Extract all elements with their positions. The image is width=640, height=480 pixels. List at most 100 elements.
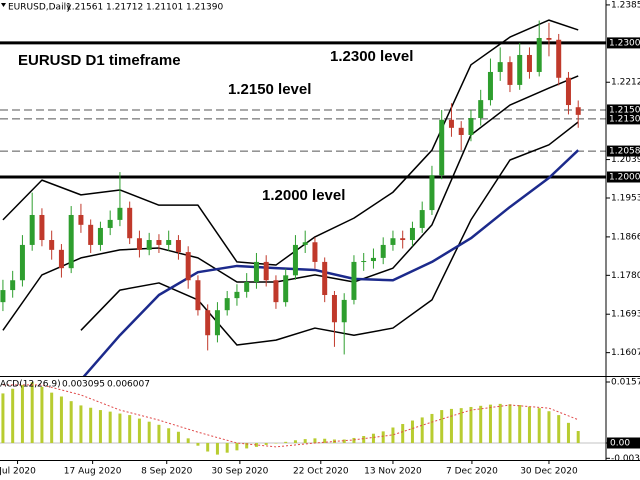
x-tick-label: 30 Dec 2020 bbox=[520, 467, 578, 477]
macd-bar bbox=[401, 424, 405, 443]
macd-bar bbox=[118, 413, 122, 443]
axes bbox=[0, 0, 640, 464]
macd-bar bbox=[362, 436, 366, 443]
candle-body bbox=[478, 100, 484, 118]
level-label-box bbox=[607, 104, 640, 116]
macd-bar bbox=[264, 442, 268, 445]
candle-body bbox=[29, 214, 35, 245]
candle-body bbox=[185, 252, 191, 281]
header-value: 1.21390 bbox=[186, 3, 223, 13]
level-label: 1.21500 bbox=[609, 105, 640, 115]
macd-bar bbox=[303, 439, 307, 443]
candle-body bbox=[97, 227, 103, 245]
level-label-box bbox=[607, 145, 640, 157]
y-tick-label-box bbox=[607, 437, 640, 449]
candle-body bbox=[575, 107, 581, 115]
candle-body bbox=[78, 214, 84, 225]
y-tick-label: 0.01575 bbox=[611, 377, 640, 387]
macd-bar bbox=[293, 440, 297, 443]
macd-bar bbox=[254, 442, 258, 447]
candle-body bbox=[468, 117, 474, 135]
macd-bar bbox=[284, 441, 288, 443]
macd-bar bbox=[11, 388, 15, 443]
macd-bar bbox=[79, 405, 83, 443]
candle-body bbox=[546, 37, 552, 40]
macd-bar bbox=[537, 408, 541, 443]
candle-body bbox=[458, 127, 464, 135]
macd-bar bbox=[137, 418, 141, 443]
x-tick-label: Jul 2020 bbox=[0, 467, 36, 477]
y-tick-label: 1.18660 bbox=[611, 232, 640, 242]
price-pane bbox=[0, 19, 606, 376]
candle-body bbox=[497, 62, 503, 72]
candle-body bbox=[0, 290, 6, 303]
candle-body bbox=[331, 294, 337, 323]
macd-bar bbox=[147, 421, 151, 443]
candle-body bbox=[283, 275, 289, 303]
macd-bar bbox=[167, 428, 171, 443]
macd-bar bbox=[459, 408, 463, 443]
candle-body bbox=[390, 238, 396, 245]
macd-bar bbox=[410, 420, 414, 443]
candle-body bbox=[214, 310, 220, 336]
chart-title: EURUSD,Daily bbox=[8, 3, 72, 13]
annotation: 1.2300 level bbox=[330, 48, 413, 65]
candle-body bbox=[166, 240, 172, 245]
candle-body bbox=[487, 71, 493, 101]
macd-bar bbox=[30, 382, 34, 443]
y-tick-label: 1.22120 bbox=[611, 78, 640, 88]
x-tick-label: 7 Dec 2020 bbox=[446, 467, 498, 477]
macd-bar bbox=[274, 442, 278, 444]
macd-bar bbox=[566, 422, 570, 443]
level-label-box bbox=[607, 171, 640, 183]
macd-bar bbox=[352, 437, 356, 443]
y-tick-label: 1.16930 bbox=[611, 310, 640, 320]
level-label: 1.20000 bbox=[609, 172, 640, 182]
y-tick-label: 0.00 bbox=[610, 438, 630, 448]
candle-body bbox=[224, 298, 230, 311]
macd-bar bbox=[430, 413, 434, 443]
header-value: 1.21712 bbox=[106, 3, 143, 13]
y-tick-label: -0.00395 bbox=[611, 454, 640, 464]
candle-body bbox=[156, 240, 162, 245]
macd-bar bbox=[557, 415, 561, 443]
candle-body bbox=[117, 207, 123, 220]
macd-bar bbox=[576, 431, 580, 443]
candle-body bbox=[361, 261, 367, 263]
candle-body bbox=[195, 280, 201, 311]
macd-bar bbox=[1, 393, 5, 443]
candle-body bbox=[556, 39, 562, 78]
x-tick-label: 17 Aug 2020 bbox=[64, 467, 122, 477]
candle-body bbox=[10, 280, 16, 291]
y-tick-label: 1.17800 bbox=[611, 271, 640, 281]
candle-body bbox=[136, 238, 142, 250]
candle-body bbox=[517, 54, 523, 85]
candle-body bbox=[565, 77, 571, 106]
candle-body bbox=[88, 224, 94, 245]
candle-body bbox=[507, 62, 513, 85]
macd-bar bbox=[225, 442, 229, 453]
candle-body bbox=[526, 54, 532, 72]
macd-bar bbox=[157, 424, 161, 443]
candle-body bbox=[429, 175, 435, 211]
candle-body bbox=[351, 261, 357, 300]
y-tick-label: 1.20390 bbox=[611, 155, 640, 165]
macd-bar bbox=[98, 410, 102, 443]
candle-body bbox=[448, 119, 454, 128]
candle-body bbox=[107, 219, 113, 228]
macd-bar bbox=[176, 431, 180, 443]
candle-body bbox=[302, 242, 308, 245]
macd-bar bbox=[186, 438, 190, 443]
macd-bar bbox=[69, 401, 73, 443]
candle-body bbox=[439, 119, 445, 176]
x-tick-label: 8 Sep 2020 bbox=[141, 467, 193, 477]
candle-body bbox=[292, 244, 298, 276]
macd-bar bbox=[508, 404, 512, 443]
macd-bar bbox=[235, 442, 239, 451]
x-tick-label: 13 Nov 2020 bbox=[364, 467, 422, 477]
candle-body bbox=[380, 244, 386, 258]
macd-bar bbox=[40, 386, 44, 443]
macd-bar bbox=[420, 417, 424, 443]
